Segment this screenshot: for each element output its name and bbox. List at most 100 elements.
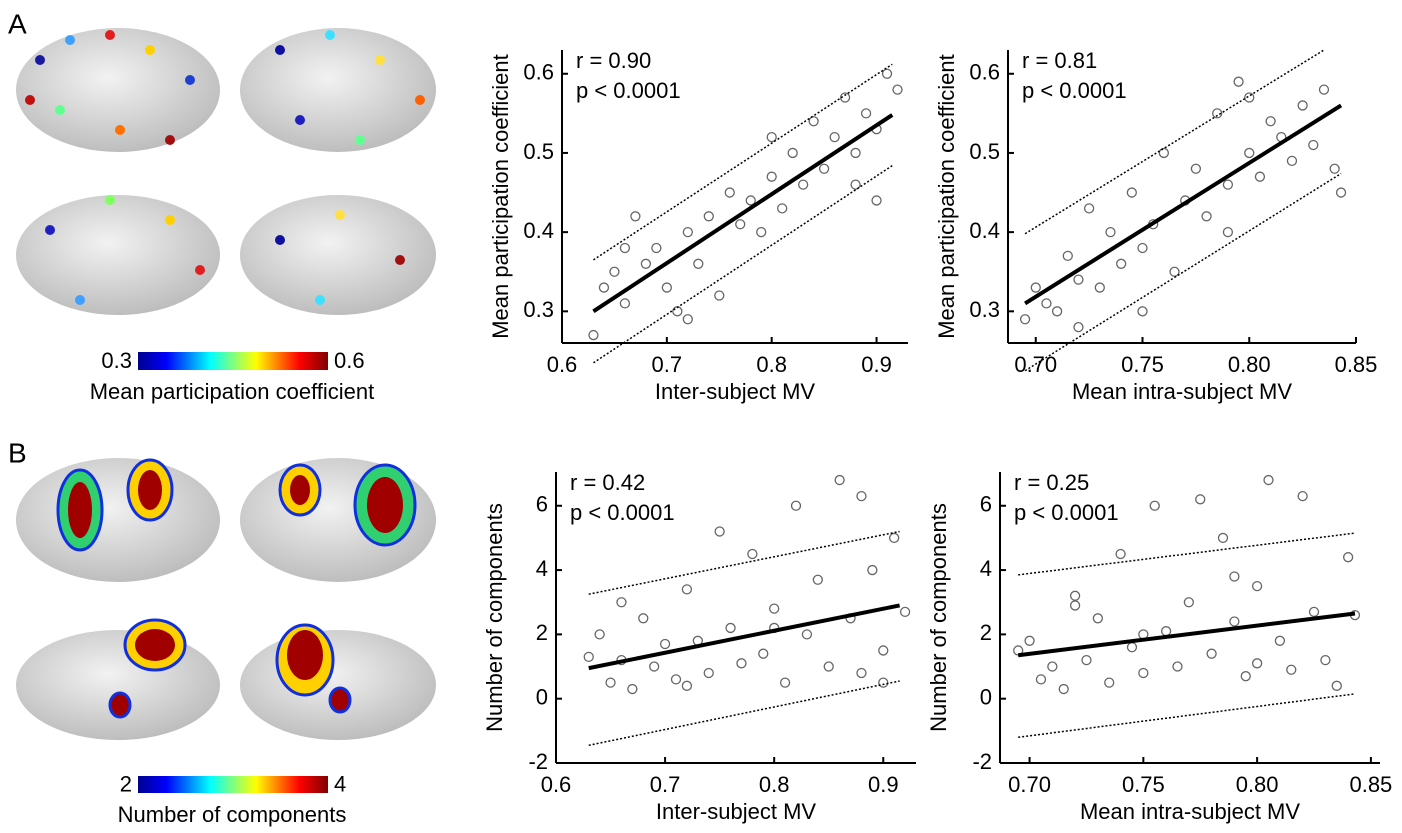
point [801,629,813,640]
point [659,638,671,650]
x-axis-label: Inter-subject MV [655,379,815,404]
point [1030,282,1041,293]
x-tick-label: 0.6 [547,352,578,377]
y-tick-label: 0.6 [969,60,1000,85]
y-tick-label: 0 [536,685,548,710]
x-tick-label: 0.75 [1121,352,1164,377]
point [725,622,736,634]
point [1190,163,1202,174]
point [878,677,889,688]
annotation: p < 0.0001 [1014,500,1119,525]
point [661,282,672,293]
point [1073,274,1084,285]
point [1229,616,1240,627]
fit-line [1024,103,1343,306]
point [616,597,627,608]
point [769,603,780,614]
point [747,548,758,560]
y-tick-label: 0.4 [969,218,1000,243]
point [1058,683,1069,695]
colorbar-tick-label: 2 [120,771,132,796]
y-tick-label: 0.5 [523,139,554,164]
x-tick-label: 0.7 [652,352,683,377]
point [736,658,747,669]
y-tick-label: 4 [980,556,992,581]
point [1024,635,1035,646]
point [850,179,861,190]
annotation: r = 0.90 [576,48,651,73]
point [1062,250,1073,262]
point [1195,494,1206,505]
point [1244,92,1255,103]
panel-label: A [8,8,27,39]
point [892,84,903,95]
point [1286,155,1298,167]
point [1115,548,1126,560]
point [619,242,631,254]
point [651,242,662,254]
confidence-band [1018,693,1356,739]
point [1251,658,1263,669]
x-tick-label: 0.75 [1122,772,1165,797]
fit-line [592,113,894,313]
colorbar-label: Mean participation coefficient [90,379,375,404]
y-tick-label: 0 [980,685,992,710]
point [714,526,725,537]
point [1265,116,1276,127]
point [1041,298,1052,309]
point [1222,226,1234,238]
y-tick-label: 6 [980,492,992,517]
y-tick-label: 0.5 [969,139,1000,164]
point [1286,664,1297,675]
point [1160,626,1172,637]
confidence-band [1024,49,1325,235]
point [777,203,788,214]
annotation: r = 0.81 [1022,48,1097,73]
point [1069,600,1081,611]
point [834,474,845,486]
point [1244,147,1255,159]
point [594,629,605,640]
point [808,116,819,127]
colorbar-tick-label: 4 [334,771,346,796]
y-tick-label: -2 [528,749,548,774]
point [1318,84,1330,95]
confidence-band [593,63,893,261]
y-tick-label: 0.6 [523,60,554,85]
point [627,683,638,695]
point [812,574,823,585]
colorbar [138,352,328,370]
point [1217,532,1229,544]
point [1263,474,1274,486]
point [619,298,631,309]
x-tick-label: 0.80 [1228,352,1271,377]
point [724,187,735,198]
annotation: r = 0.42 [570,470,645,495]
annotation: p < 0.0001 [1022,78,1127,103]
point [756,226,767,238]
point [681,680,693,691]
point [790,500,802,511]
point [889,532,900,544]
point [1183,597,1195,608]
point [856,667,867,679]
plot: 0.70 0.75 0.80 0.85 -2 0 2 4 6 Mean intra-subject… [926,470,1392,824]
y-axis-label: Mean participation coefficient [934,54,959,339]
point [1137,306,1148,317]
colorbar [138,776,328,793]
x-axis-label: Mean intra-subject MV [1080,799,1300,824]
point [640,258,652,269]
point [703,667,714,679]
brain-images-a [16,28,436,315]
point [1019,314,1031,325]
annotation: p < 0.0001 [576,78,681,103]
point [693,258,704,269]
x-tick-label: 0.70 [1008,772,1051,797]
fit-line [1017,611,1356,658]
point [681,584,693,595]
brain-images-b [16,458,436,740]
point [1116,258,1127,269]
point [1169,266,1180,277]
point [1138,667,1149,679]
